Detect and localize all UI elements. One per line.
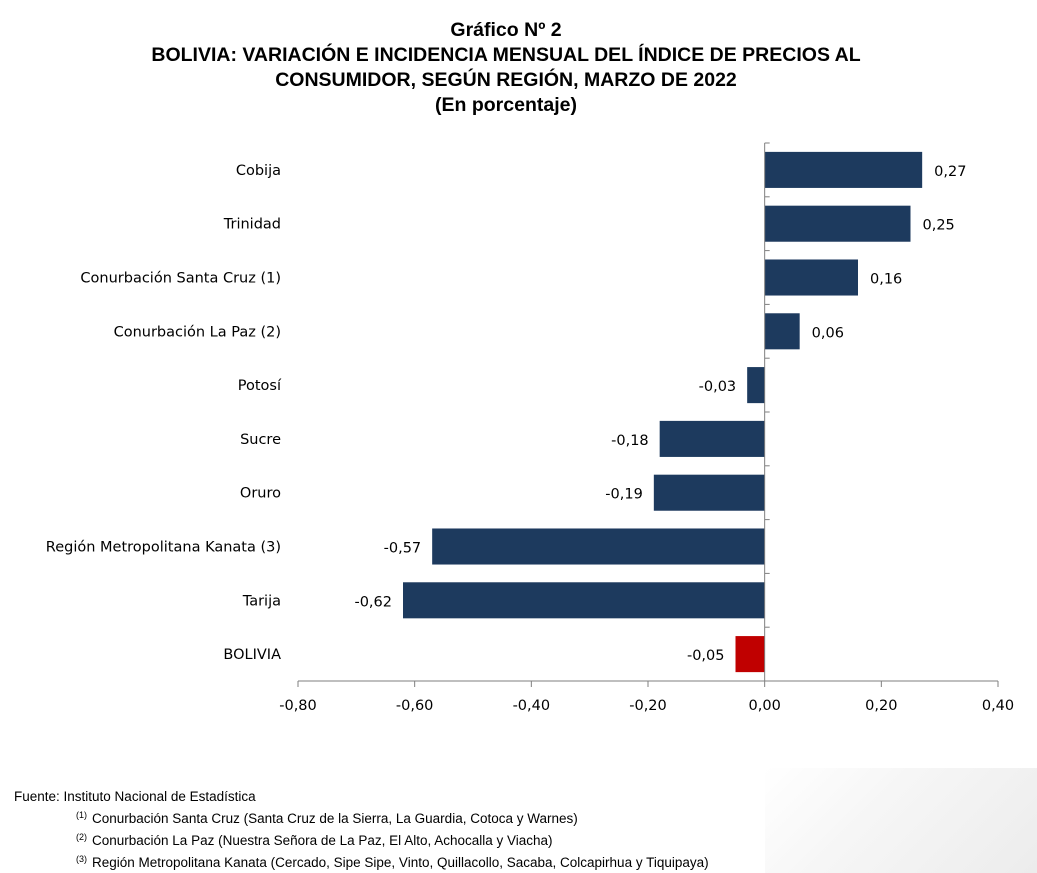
bar [747, 367, 765, 404]
bar [653, 474, 765, 511]
data-label: -0,62 [354, 594, 392, 610]
category-label: Sucre [240, 432, 281, 448]
category-label: Región Metropolitana Kanata (3) [46, 540, 281, 556]
category-label: Conurbación La Paz (2) [114, 324, 281, 340]
chart-title-line-1: BOLIVIA: VARIACIÓN E INCIDENCIA MENSUAL … [151, 44, 861, 66]
data-label: -0,05 [687, 648, 725, 664]
chart-title-line-2: CONSUMIDOR, SEGÚN REGIÓN, MARZO DE 2022 [275, 69, 737, 91]
category-label: BOLIVIA [223, 647, 281, 663]
bar [764, 205, 911, 242]
bar [735, 636, 765, 673]
data-label: 0,06 [812, 325, 844, 341]
footnotes: Fuente: Instituto Nacional de Estadístic… [14, 787, 709, 872]
bar [432, 528, 765, 565]
footnote-3: (3) Región Metropolitana Kanata (Cercado,… [14, 850, 709, 872]
bars-layer [403, 151, 923, 673]
footnote-text: Región Metropolitana Kanata (Cercado, Si… [92, 855, 709, 870]
data-label: 0,25 [923, 218, 955, 234]
data-label: -0,18 [611, 433, 649, 449]
data-label: -0,19 [605, 487, 643, 503]
source-note: Fuente: Instituto Nacional de Estadístic… [14, 789, 256, 804]
footnote-marker: (2) [76, 832, 87, 842]
category-label: Cobija [236, 163, 281, 179]
footnote-2: (2) Conurbación La Paz (Nuestra Señora de… [14, 828, 709, 850]
x-tick-label: -0,20 [629, 698, 667, 714]
data-label: -0,57 [384, 541, 422, 557]
x-tick-label: 0,20 [865, 698, 897, 714]
axis-layer: -0,80 -0,60 -0,40 -0,20 0,00 0,20 0,40 [279, 142, 1014, 714]
footnote-marker: (3) [76, 854, 87, 864]
chart-title-block: Gráfico Nº 2 BOLIVIA: VARIACIÓN E INCIDE… [0, 18, 1012, 118]
x-tick-label: -0,60 [396, 698, 434, 714]
chart-subtitle: (En porcentaje) [435, 94, 577, 116]
bar [403, 582, 765, 619]
chart-number: Gráfico Nº 2 [450, 19, 562, 41]
bar [764, 259, 858, 296]
footnote-text: Conurbación Santa Cruz (Santa Cruz de la… [92, 811, 578, 826]
x-tick-label: -0,80 [279, 698, 317, 714]
footnote-1: (1) Conurbación Santa Cruz (Santa Cruz de… [14, 806, 709, 828]
footnote-marker: (1) [76, 810, 87, 820]
x-tick-label: -0,40 [513, 698, 551, 714]
category-label: Potosí [238, 378, 282, 394]
category-label: Oruro [240, 486, 281, 502]
labels-layer: Cobija 0,27 Trinidad 0,25 Conurbación Santa … [46, 163, 967, 664]
x-tick-label: 0,40 [982, 698, 1014, 714]
page-corner-shade [765, 768, 1037, 873]
category-label: Trinidad [223, 217, 281, 233]
bar [764, 151, 923, 188]
x-tick-label: 0,00 [749, 698, 781, 714]
bar-chart: Cobija 0,27 Trinidad 0,25 Conurbación Santa … [46, 142, 1014, 714]
bar [659, 420, 765, 457]
category-label: Tarija [242, 593, 281, 609]
bar [764, 313, 800, 350]
data-label: 0,16 [870, 272, 902, 288]
data-label: -0,03 [699, 379, 737, 395]
footnote-text: Conurbación La Paz (Nuestra Señora de La… [92, 833, 553, 848]
category-label: Conurbación Santa Cruz (1) [80, 271, 281, 287]
data-label: 0,27 [934, 164, 966, 180]
